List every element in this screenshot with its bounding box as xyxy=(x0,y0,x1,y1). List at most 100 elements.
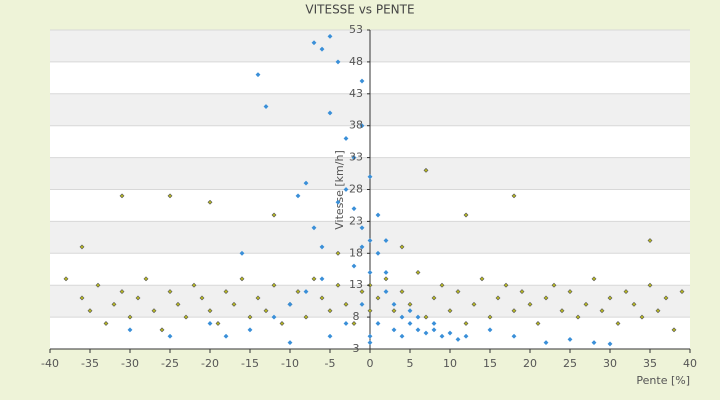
point xyxy=(319,46,325,52)
point xyxy=(263,104,269,109)
point xyxy=(327,33,333,39)
point xyxy=(383,238,389,243)
point xyxy=(127,327,133,333)
point xyxy=(591,276,597,282)
point xyxy=(319,276,325,282)
point xyxy=(311,225,317,231)
point xyxy=(463,321,469,326)
point xyxy=(327,308,333,314)
x-tick-label: -40 xyxy=(41,357,59,370)
point xyxy=(303,289,309,295)
point xyxy=(87,308,93,314)
point xyxy=(95,282,101,288)
point xyxy=(567,337,573,342)
x-tick-label: -5 xyxy=(325,357,336,370)
point xyxy=(367,238,373,243)
x-tick-label: 20 xyxy=(523,357,537,370)
point xyxy=(223,289,229,295)
point xyxy=(295,193,301,199)
x-axis-label: Pente [%] xyxy=(636,374,690,387)
y-tick-label: 33 xyxy=(349,151,363,164)
x-tick-label: -10 xyxy=(281,357,299,370)
point xyxy=(151,308,157,314)
point xyxy=(647,238,653,243)
x-tick-label: 5 xyxy=(407,357,414,370)
point xyxy=(503,282,509,288)
point xyxy=(207,321,213,326)
point xyxy=(335,282,341,288)
point xyxy=(79,295,85,301)
point xyxy=(551,282,557,288)
point xyxy=(119,193,125,199)
x-tick-label: -20 xyxy=(201,357,219,370)
point xyxy=(671,327,677,333)
point xyxy=(343,321,349,326)
point xyxy=(367,174,373,180)
point xyxy=(471,301,477,307)
x-tick-label: 15 xyxy=(483,357,497,370)
point xyxy=(351,263,357,269)
y-axis-label: Vitesse [km/h] xyxy=(333,150,346,230)
point xyxy=(383,289,389,295)
point xyxy=(399,314,405,320)
point xyxy=(607,295,613,301)
x-tick-label: -35 xyxy=(81,357,99,370)
point xyxy=(455,289,461,295)
point xyxy=(199,295,205,301)
point xyxy=(319,244,325,250)
point xyxy=(487,314,493,320)
point xyxy=(375,212,381,218)
point xyxy=(567,289,573,295)
point xyxy=(679,289,685,295)
point xyxy=(439,282,445,288)
point xyxy=(375,321,381,326)
y-tick-label: 38 xyxy=(349,119,363,132)
x-tick-label: 25 xyxy=(563,357,577,370)
point xyxy=(423,314,429,320)
point xyxy=(351,155,357,161)
y-tick-label: 43 xyxy=(349,87,363,100)
point xyxy=(111,301,117,307)
point xyxy=(271,314,277,320)
point xyxy=(463,333,469,339)
point xyxy=(383,276,389,282)
point xyxy=(191,282,197,288)
point xyxy=(351,321,357,326)
point xyxy=(63,276,69,282)
point xyxy=(399,244,405,250)
point xyxy=(447,308,453,314)
point xyxy=(543,340,549,346)
point xyxy=(615,321,621,326)
point xyxy=(599,308,605,314)
point xyxy=(295,289,301,295)
point xyxy=(143,276,149,282)
point xyxy=(423,167,429,173)
point xyxy=(407,301,413,307)
point xyxy=(479,276,485,282)
point xyxy=(359,289,365,295)
point xyxy=(311,40,317,46)
point xyxy=(207,308,213,314)
point xyxy=(407,321,413,326)
point xyxy=(343,136,349,141)
point xyxy=(359,301,365,307)
point xyxy=(287,340,293,346)
point xyxy=(495,295,501,301)
point xyxy=(439,333,445,339)
x-tick-label: -30 xyxy=(121,357,139,370)
x-tick-label: -15 xyxy=(241,357,259,370)
point xyxy=(175,301,181,307)
y-tick-label: 28 xyxy=(349,183,363,196)
point xyxy=(167,289,173,295)
point xyxy=(127,314,133,320)
point xyxy=(431,321,437,326)
point xyxy=(367,270,373,275)
plot-area xyxy=(50,29,690,350)
point xyxy=(223,333,229,339)
point xyxy=(255,72,261,78)
y-tick-label: 13 xyxy=(349,278,363,291)
point xyxy=(375,295,381,301)
point xyxy=(423,330,429,336)
point xyxy=(639,314,645,320)
point xyxy=(487,327,493,333)
